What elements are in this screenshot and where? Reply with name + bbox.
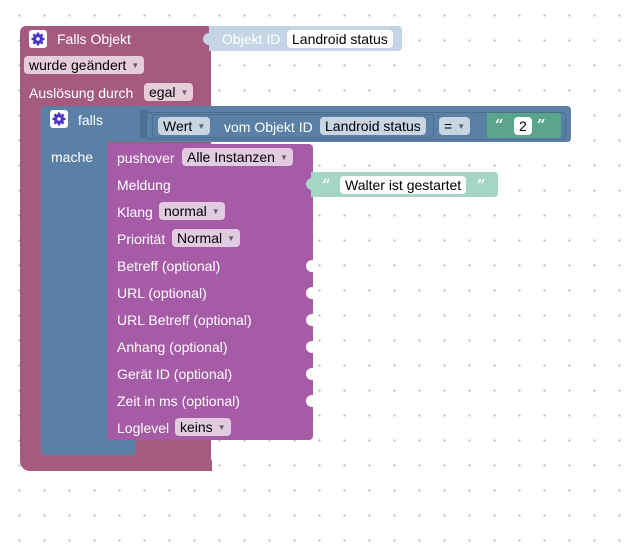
open-quote-icon: “	[495, 116, 504, 134]
number-field[interactable]: 2	[514, 117, 532, 135]
instance-dropdown[interactable]: Alle Instanzen ▼	[182, 148, 293, 166]
chevron-down-icon: ▼	[227, 234, 236, 243]
chevron-down-icon: ▼	[217, 423, 226, 432]
attachment-input-socket[interactable]	[306, 341, 314, 353]
chevron-down-icon: ▼	[457, 122, 466, 131]
loglevel-dropdown[interactable]: keins ▼	[175, 418, 231, 436]
message-field[interactable]: Walter ist gestartet	[340, 176, 467, 194]
close-quote-icon: ”	[537, 116, 546, 134]
sound-dropdown[interactable]: normal ▼	[159, 202, 225, 220]
condition-dropdown[interactable]: wurde geändert ▼	[24, 56, 145, 74]
trigger-by-dropdown[interactable]: egal ▼	[144, 83, 194, 101]
device-input-socket[interactable]	[306, 368, 314, 380]
message-open-quote-icon: “	[322, 176, 331, 194]
object-id-label: Objekt ID	[222, 31, 281, 47]
operator-value: =	[444, 118, 453, 134]
compare-object-id-field[interactable]: Landroid status	[320, 117, 426, 135]
subject-label: Betreff (optional)	[117, 258, 221, 274]
if-block-left-arm	[41, 106, 107, 455]
message-label: Meldung	[117, 177, 171, 193]
loglevel-label: Loglevel	[117, 420, 170, 436]
of-object-label: vom Objekt ID	[224, 119, 313, 135]
condition-value: wurde geändert	[29, 57, 127, 73]
trigger-gear-icon[interactable]	[29, 30, 47, 48]
if-block-bottom-arm	[41, 440, 136, 455]
value-dropdown[interactable]: Wert ▼	[158, 117, 211, 135]
loglevel-value: keins	[180, 419, 213, 435]
trigger-label: Falls Objekt	[57, 31, 131, 47]
trigger-by-value: egal	[149, 84, 176, 100]
priority-value: Normal	[177, 230, 223, 246]
device-label: Gerät ID (optional)	[117, 366, 233, 382]
pushover-block[interactable]	[107, 144, 313, 440]
chevron-down-icon: ▼	[211, 207, 220, 216]
attachment-label: Anhang (optional)	[117, 339, 228, 355]
instance-value: Alle Instanzen	[187, 149, 275, 165]
sound-value: normal	[164, 203, 207, 219]
chevron-down-icon: ▼	[180, 88, 189, 97]
chevron-down-icon: ▼	[197, 122, 206, 131]
url-title-label: URL Betreff (optional)	[117, 312, 252, 328]
object-id-connector	[203, 33, 209, 45]
url-title-input-socket[interactable]	[306, 314, 314, 326]
trigger-block-bottom-arm	[36, 460, 212, 471]
message-close-quote-icon: ”	[477, 176, 486, 194]
time-label: Zeit in ms (optional)	[117, 393, 240, 409]
sound-label: Klang	[117, 204, 153, 220]
priority-label: Priorität	[117, 231, 166, 247]
chevron-down-icon: ▼	[279, 153, 288, 162]
priority-dropdown[interactable]: Normal ▼	[172, 229, 241, 247]
url-label: URL (optional)	[117, 285, 207, 301]
if-condition-slot	[140, 110, 148, 138]
if-label: falls	[78, 112, 103, 128]
trigger-by-label: Auslösung durch	[29, 85, 134, 101]
message-connector	[306, 178, 312, 190]
pushover-label: pushover	[117, 150, 175, 166]
do-label: mache	[51, 149, 94, 165]
time-input-socket[interactable]	[306, 395, 314, 407]
object-id-field[interactable]: Landroid status	[287, 30, 393, 48]
url-input-socket[interactable]	[306, 287, 314, 299]
value-option: Wert	[163, 118, 193, 134]
subject-input-socket[interactable]	[306, 260, 314, 272]
if-gear-icon[interactable]	[50, 110, 68, 128]
operator-dropdown[interactable]: = ▼	[439, 117, 471, 135]
chevron-down-icon: ▼	[131, 61, 140, 70]
